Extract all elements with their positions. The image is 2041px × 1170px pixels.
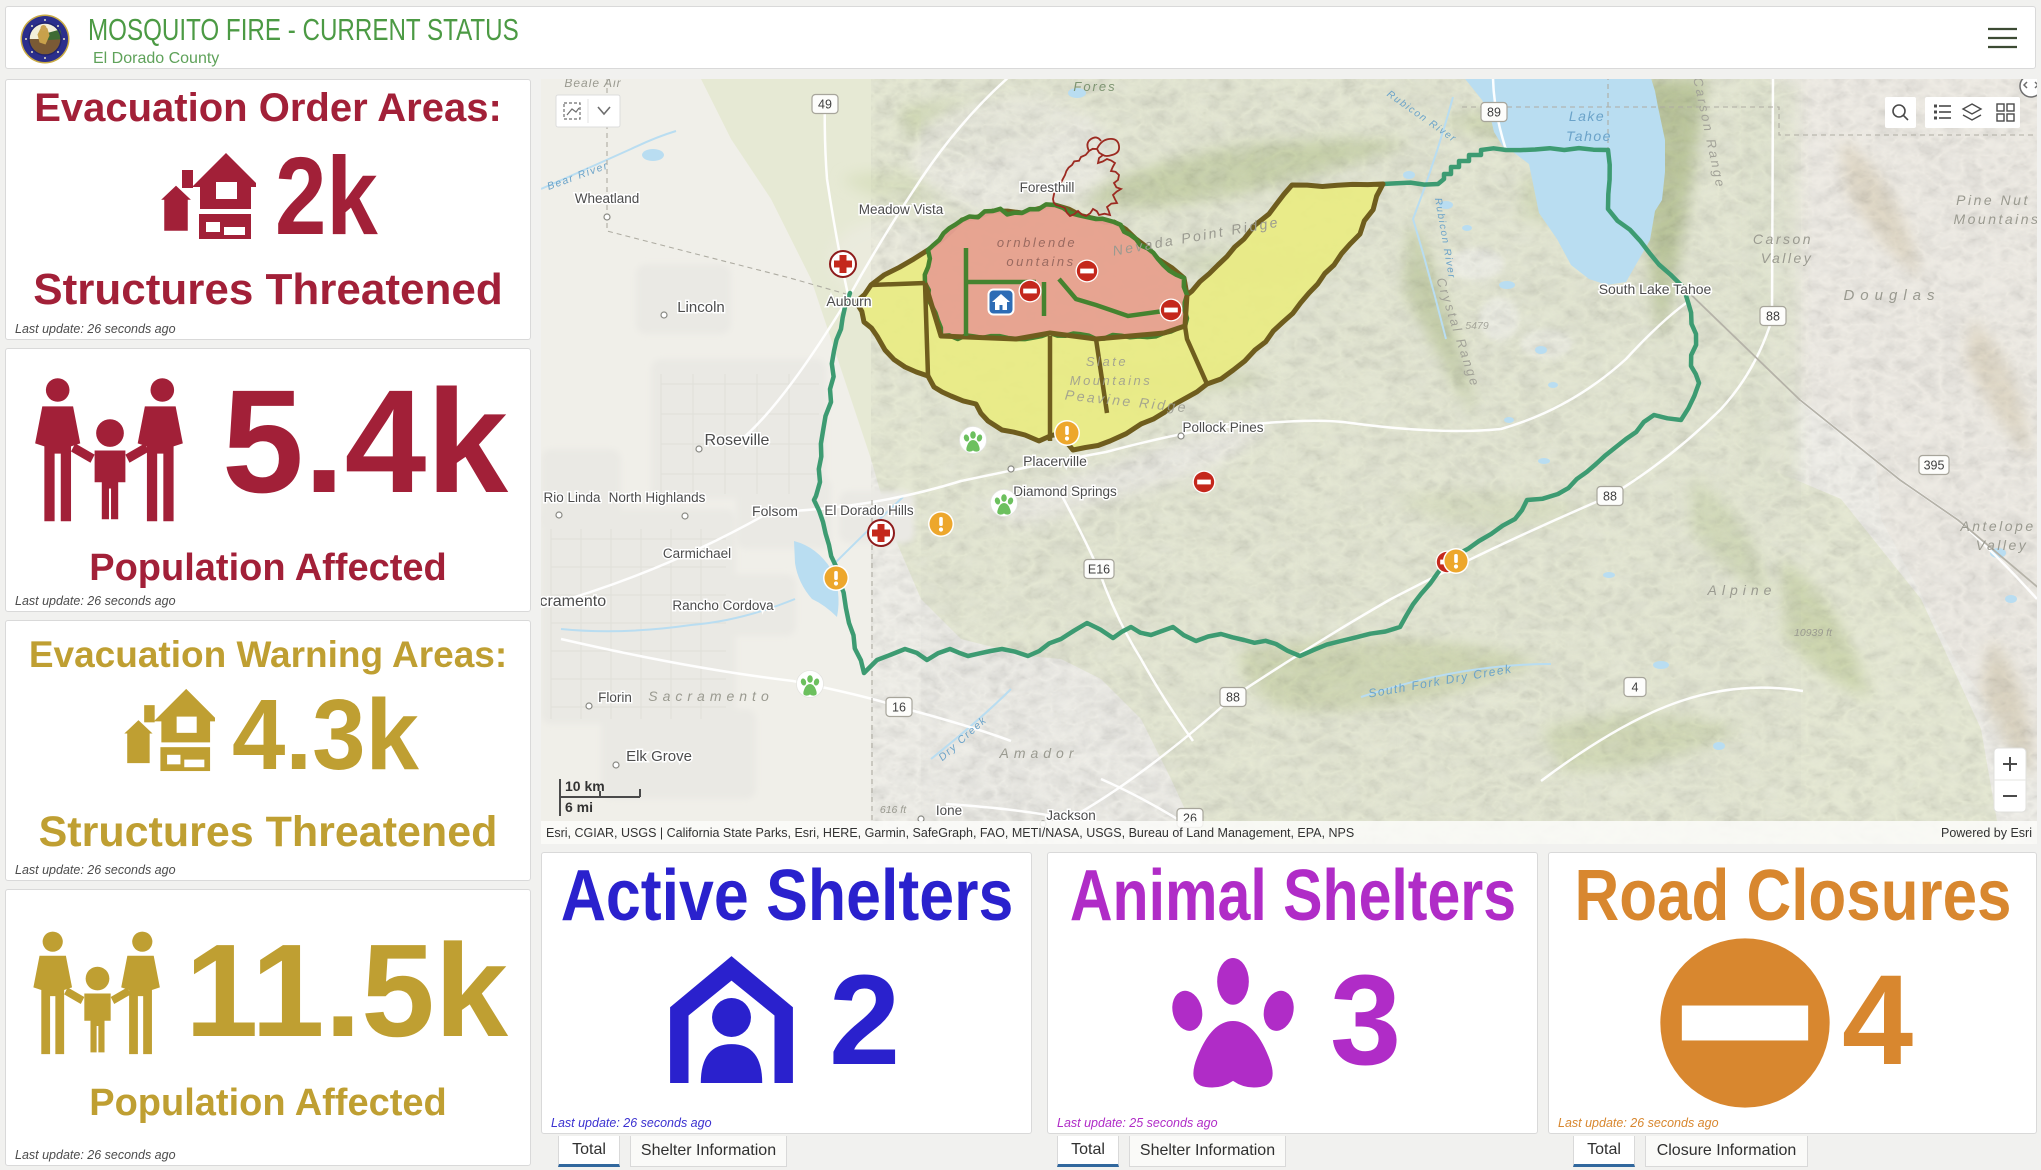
svg-text:Meadow Vista: Meadow Vista [859, 202, 944, 217]
svg-text:Antelope: Antelope [1959, 518, 2035, 534]
svg-text:ountains: ountains [1006, 254, 1075, 269]
svg-text:E16: E16 [1088, 563, 1110, 577]
svg-text:Florin: Florin [598, 690, 632, 705]
svg-text:395: 395 [1924, 459, 1945, 473]
svg-text:Amador: Amador [998, 745, 1078, 761]
svg-text:Mountains: Mountains [1953, 211, 2037, 227]
svg-text:Mountains: Mountains [1070, 373, 1152, 388]
svg-text:16: 16 [892, 701, 906, 715]
svg-text:Beale Air: Beale Air [564, 79, 621, 90]
svg-text:Roseville: Roseville [705, 432, 770, 449]
svg-text:49: 49 [818, 98, 832, 112]
svg-text:Alpine: Alpine [1707, 582, 1777, 598]
svg-text:89: 89 [1487, 106, 1501, 120]
svg-text:Valley: Valley [1976, 537, 2029, 553]
svg-text:Lincoln: Lincoln [677, 299, 725, 316]
svg-text:Ione: Ione [936, 803, 962, 818]
svg-text:Rancho Cordova: Rancho Cordova [672, 598, 774, 613]
svg-text:10 km: 10 km [565, 778, 605, 794]
svg-text:Sacramento: Sacramento [541, 593, 606, 610]
svg-text:616 ft: 616 ft [880, 804, 907, 816]
svg-text:Carmichael: Carmichael [663, 546, 731, 561]
svg-text:Tahoe: Tahoe [1566, 128, 1612, 144]
svg-text:Esri, CGIAR, USGS | California: Esri, CGIAR, USGS | California State Par… [546, 826, 1354, 840]
svg-text:Carson: Carson [1753, 231, 1813, 247]
svg-text:Jackson: Jackson [1046, 808, 1096, 823]
svg-text:South Lake Tahoe: South Lake Tahoe [1599, 281, 1712, 297]
svg-text:ornblende: ornblende [997, 235, 1077, 250]
svg-text:Sacramento: Sacramento [648, 688, 773, 704]
svg-text:6 mi: 6 mi [565, 799, 593, 815]
svg-text:Pine Nut: Pine Nut [1956, 192, 2030, 208]
svg-text:Lake: Lake [1569, 108, 1605, 124]
svg-text:4: 4 [1632, 681, 1639, 695]
svg-text:Douglas: Douglas [1843, 287, 1940, 304]
svg-text:El Dorado Hills: El Dorado Hills [824, 503, 914, 518]
svg-text:88: 88 [1603, 490, 1617, 504]
svg-text:Powered by Esri: Powered by Esri [1941, 826, 2032, 840]
svg-text:Valley: Valley [1761, 250, 1814, 266]
svg-text:Auburn: Auburn [826, 293, 871, 309]
svg-text:Diamond Springs: Diamond Springs [1013, 484, 1117, 499]
svg-text:Slate: Slate [1086, 354, 1128, 369]
svg-text:Elk Grove: Elk Grove [626, 748, 692, 765]
svg-text:North Highlands: North Highlands [609, 490, 706, 505]
svg-text:Placerville: Placerville [1023, 453, 1087, 469]
svg-text:Folsom: Folsom [752, 503, 798, 519]
svg-text:Fores: Fores [1073, 79, 1116, 94]
svg-text:Pollock Pines: Pollock Pines [1182, 420, 1263, 435]
svg-text:88: 88 [1226, 691, 1240, 705]
svg-text:88: 88 [1766, 310, 1780, 324]
svg-text:10939 ft: 10939 ft [1794, 627, 1833, 639]
svg-text:Foresthill: Foresthill [1020, 180, 1075, 195]
svg-text:Rio Linda: Rio Linda [543, 490, 601, 505]
svg-text:Wheatland: Wheatland [575, 191, 640, 206]
svg-text:5479: 5479 [1465, 320, 1489, 332]
